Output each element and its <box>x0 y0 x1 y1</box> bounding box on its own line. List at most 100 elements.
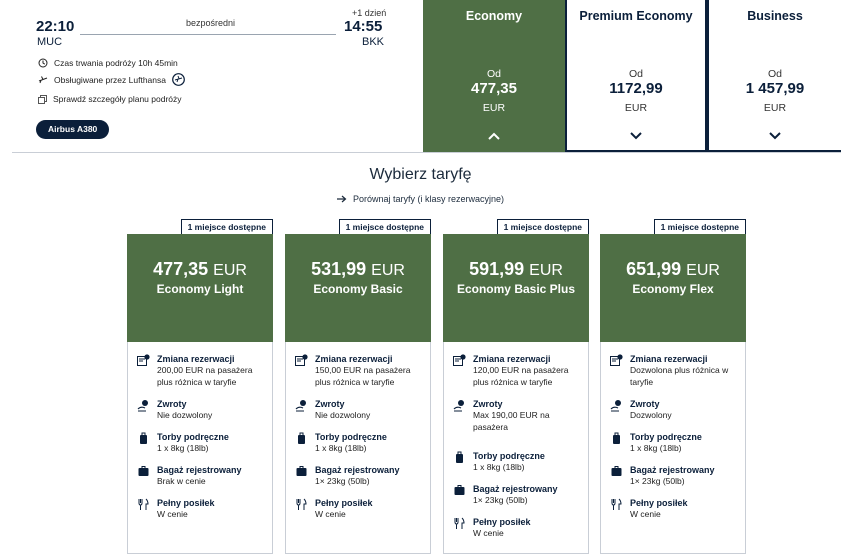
operator-text: Obsługiwane przez Lufthansa <box>54 74 166 85</box>
fare-feature: Torby podręczne 1 x 8kg (18lb) <box>295 431 423 455</box>
cabin-tab-business[interactable]: Business Od 1 457,99 EUR <box>707 0 841 152</box>
fare-card[interactable]: 1 miejsce dostępne 477,35 EUR Economy Li… <box>127 219 273 554</box>
compare-fares-link[interactable]: Porównaj taryfy (i klasy rezerwacyjne) <box>337 194 504 204</box>
cabin-from-label: Od <box>767 68 782 80</box>
change-booking-icon <box>610 354 623 367</box>
fare-feature: Bagaż rejestrowany Brak w cenie <box>137 464 265 488</box>
fare-header[interactable]: 477,35 EUR Economy Light <box>127 234 273 342</box>
route-line <box>80 34 336 35</box>
feature-title: Torby podręczne <box>473 451 545 461</box>
fare-feature: Pełny posiłek W cenie <box>610 497 738 521</box>
feature-title: Torby podręczne <box>315 432 387 442</box>
feature-text: Dozwolona plus różnica w taryfie <box>630 365 729 387</box>
meal-icon <box>453 517 466 530</box>
feature-text: 200,00 EUR na pasażera plus różnica w ta… <box>157 365 253 387</box>
feature-text: Nie dozwolony <box>157 410 213 420</box>
fare-feature: Zmiana rezerwacji 200,00 EUR na pasażera… <box>137 353 265 388</box>
change-booking-icon <box>295 354 308 367</box>
feature-title: Zmiana rezerwacji <box>630 354 708 364</box>
fare-card[interactable]: 1 miejsce dostępne 651,99 EUR Economy Fl… <box>600 219 746 554</box>
fare-feature: Pełny posiłek W cenie <box>137 497 265 521</box>
cabin-from-label: Od <box>486 68 501 80</box>
feature-text: 150,00 EUR na pasażera plus różnica w ta… <box>315 365 411 387</box>
feature-title: Torby podręczne <box>630 432 702 442</box>
feature-text: 1 x 8kg (18lb) <box>315 443 367 453</box>
cabin-name: Premium Economy <box>579 9 693 23</box>
feature-title: Zwroty <box>157 399 187 409</box>
feature-text: 1× 23kg (50lb) <box>315 476 370 486</box>
fare-card[interactable]: 1 miejsce dostępne 531,99 EUR Economy Ba… <box>285 219 431 554</box>
fare-currency: EUR <box>686 262 720 279</box>
departure-time: 22:10 <box>36 18 75 35</box>
hand-baggage-icon <box>137 432 150 445</box>
feature-title: Bagaż rejestrowany <box>473 484 558 494</box>
cabin-name: Economy <box>465 9 523 23</box>
chevron-down-icon <box>769 132 781 140</box>
cabin-price: 1172,99 <box>609 80 663 97</box>
chevron-down-icon <box>630 132 642 140</box>
feature-text: Dozwolony <box>630 410 672 420</box>
fare-feature: Pełny posiłek W cenie <box>453 516 581 540</box>
cabin-currency: EUR <box>624 102 648 114</box>
feature-title: Zwroty <box>630 399 660 409</box>
feature-title: Pełny posiłek <box>473 517 531 527</box>
fare-header[interactable]: 591,99 EUR Economy Basic Plus <box>443 234 589 342</box>
fare-header[interactable]: 531,99 EUR Economy Basic <box>285 234 431 342</box>
feature-title: Zmiana rezerwacji <box>157 354 235 364</box>
fare-price: 591,99 EUR <box>443 259 589 280</box>
checked-baggage-icon <box>610 465 623 478</box>
fare-price: 531,99 EUR <box>285 259 431 280</box>
plane-icon <box>38 75 48 83</box>
fare-feature: Bagaż rejestrowany 1× 23kg (50lb) <box>295 464 423 488</box>
divider <box>12 152 841 153</box>
fares-section-title: Wybierz taryfę <box>369 166 472 183</box>
feature-title: Zmiana rezerwacji <box>473 354 551 364</box>
fare-currency: EUR <box>529 262 563 279</box>
duration-row: Czas trwania podróży 10h 45min <box>38 58 178 68</box>
arrow-right-icon <box>337 195 347 203</box>
fare-feature: Pełny posiłek W cenie <box>295 497 423 521</box>
fare-feature: Zwroty Max 190,00 EUR na pasażera <box>453 398 581 433</box>
checked-baggage-icon <box>295 465 308 478</box>
feature-text: W cenie <box>473 528 504 538</box>
cabin-price: 477,35 <box>471 80 517 97</box>
fare-header[interactable]: 651,99 EUR Economy Flex <box>600 234 746 342</box>
checked-baggage-icon <box>137 465 150 478</box>
cabin-tab-economy[interactable]: Economy Od 477,35 EUR <box>423 0 565 152</box>
feature-text: 1 x 8kg (18lb) <box>630 443 682 453</box>
seats-available-badge: 1 miejsce dostępne <box>496 219 589 235</box>
feature-title: Pełny posiłek <box>315 498 373 508</box>
lufthansa-logo-icon <box>172 73 185 86</box>
fare-feature: Torby podręczne 1 x 8kg (18lb) <box>453 450 581 474</box>
operator-row: Obsługiwane przez Lufthansa <box>38 73 185 86</box>
refund-icon <box>137 399 150 412</box>
fare-amount: 531,99 <box>311 259 367 279</box>
seats-available-badge: 1 miejsce dostępne <box>653 219 746 235</box>
meal-icon <box>137 498 150 511</box>
fare-card[interactable]: 1 miejsce dostępne 591,99 EUR Economy Ba… <box>443 219 589 554</box>
aircraft-badge[interactable]: Airbus A380 <box>36 120 110 139</box>
fare-feature: Torby podręczne 1 x 8kg (18lb) <box>137 431 265 455</box>
refund-icon <box>295 399 308 412</box>
fare-name: Economy Light <box>156 282 244 296</box>
checked-baggage-icon <box>453 484 466 497</box>
feature-title: Bagaż rejestrowany <box>630 465 715 475</box>
copy-icon <box>38 94 47 104</box>
feature-title: Zwroty <box>473 399 503 409</box>
cabin-tab-premium-economy[interactable]: Premium Economy Od 1172,99 EUR <box>565 0 707 152</box>
refund-icon <box>453 399 466 412</box>
feature-text: W cenie <box>630 509 661 519</box>
fare-feature: Zmiana rezerwacji Dozwolona plus różnica… <box>610 353 738 388</box>
fare-feature: Bagaż rejestrowany 1× 23kg (50lb) <box>610 464 738 488</box>
arrival-time: 14:55 <box>344 18 383 35</box>
feature-text: W cenie <box>157 509 188 519</box>
details-link[interactable]: Sprawdź szczegóły planu podróży <box>38 94 182 104</box>
cabin-currency: EUR <box>482 102 506 114</box>
route-type: bezpośredni <box>186 18 236 28</box>
cabin-currency: EUR <box>763 102 787 114</box>
fare-name: Economy Basic Plus <box>456 282 576 296</box>
fare-price: 651,99 EUR <box>600 259 746 280</box>
departure-airport: MUC <box>37 36 63 48</box>
feature-text: 1 x 8kg (18lb) <box>157 443 209 453</box>
feature-title: Pełny posiłek <box>630 498 688 508</box>
